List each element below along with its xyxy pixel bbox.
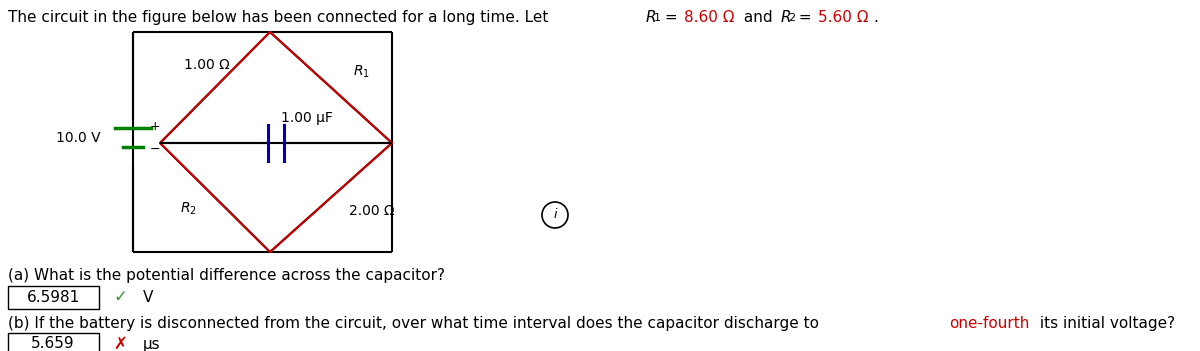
Text: 5.659: 5.659: [31, 337, 74, 351]
Text: 6.5981: 6.5981: [26, 290, 79, 305]
Text: 10.0 V: 10.0 V: [56, 131, 101, 145]
Text: The circuit in the figure below has been connected for a long time. Let: The circuit in the figure below has been…: [8, 10, 553, 25]
Text: its initial voltage?: its initial voltage?: [1036, 316, 1175, 331]
Text: =: =: [660, 10, 683, 25]
Text: .: .: [874, 10, 878, 25]
Text: i: i: [553, 208, 557, 221]
Text: 5.60 Ω: 5.60 Ω: [818, 10, 869, 25]
Text: 1.00 μF: 1.00 μF: [281, 111, 332, 125]
Text: μs: μs: [143, 337, 161, 351]
Text: R: R: [780, 10, 791, 25]
Text: −: −: [150, 143, 161, 155]
Text: =: =: [794, 10, 817, 25]
Text: and: and: [738, 10, 778, 25]
FancyBboxPatch shape: [7, 332, 98, 351]
Text: 2.00 Ω: 2.00 Ω: [349, 204, 395, 218]
Text: one-fourth: one-fourth: [949, 316, 1030, 331]
Text: (a) What is the potential difference across the capacitor?: (a) What is the potential difference acr…: [8, 268, 445, 283]
Text: +: +: [150, 119, 161, 132]
Text: $R_1$: $R_1$: [353, 64, 370, 80]
Text: ✗: ✗: [113, 335, 127, 351]
Text: 8.60 Ω: 8.60 Ω: [684, 10, 734, 25]
Text: ✓: ✓: [113, 288, 127, 306]
Text: 1.00 Ω: 1.00 Ω: [184, 58, 230, 72]
Text: $R_2$: $R_2$: [180, 201, 197, 217]
Text: R: R: [646, 10, 656, 25]
Text: (b) If the battery is disconnected from the circuit, over what time interval doe: (b) If the battery is disconnected from …: [8, 316, 824, 331]
Text: 1: 1: [654, 13, 661, 23]
Text: 2: 2: [788, 13, 796, 23]
Text: V: V: [143, 290, 154, 305]
FancyBboxPatch shape: [7, 285, 98, 309]
